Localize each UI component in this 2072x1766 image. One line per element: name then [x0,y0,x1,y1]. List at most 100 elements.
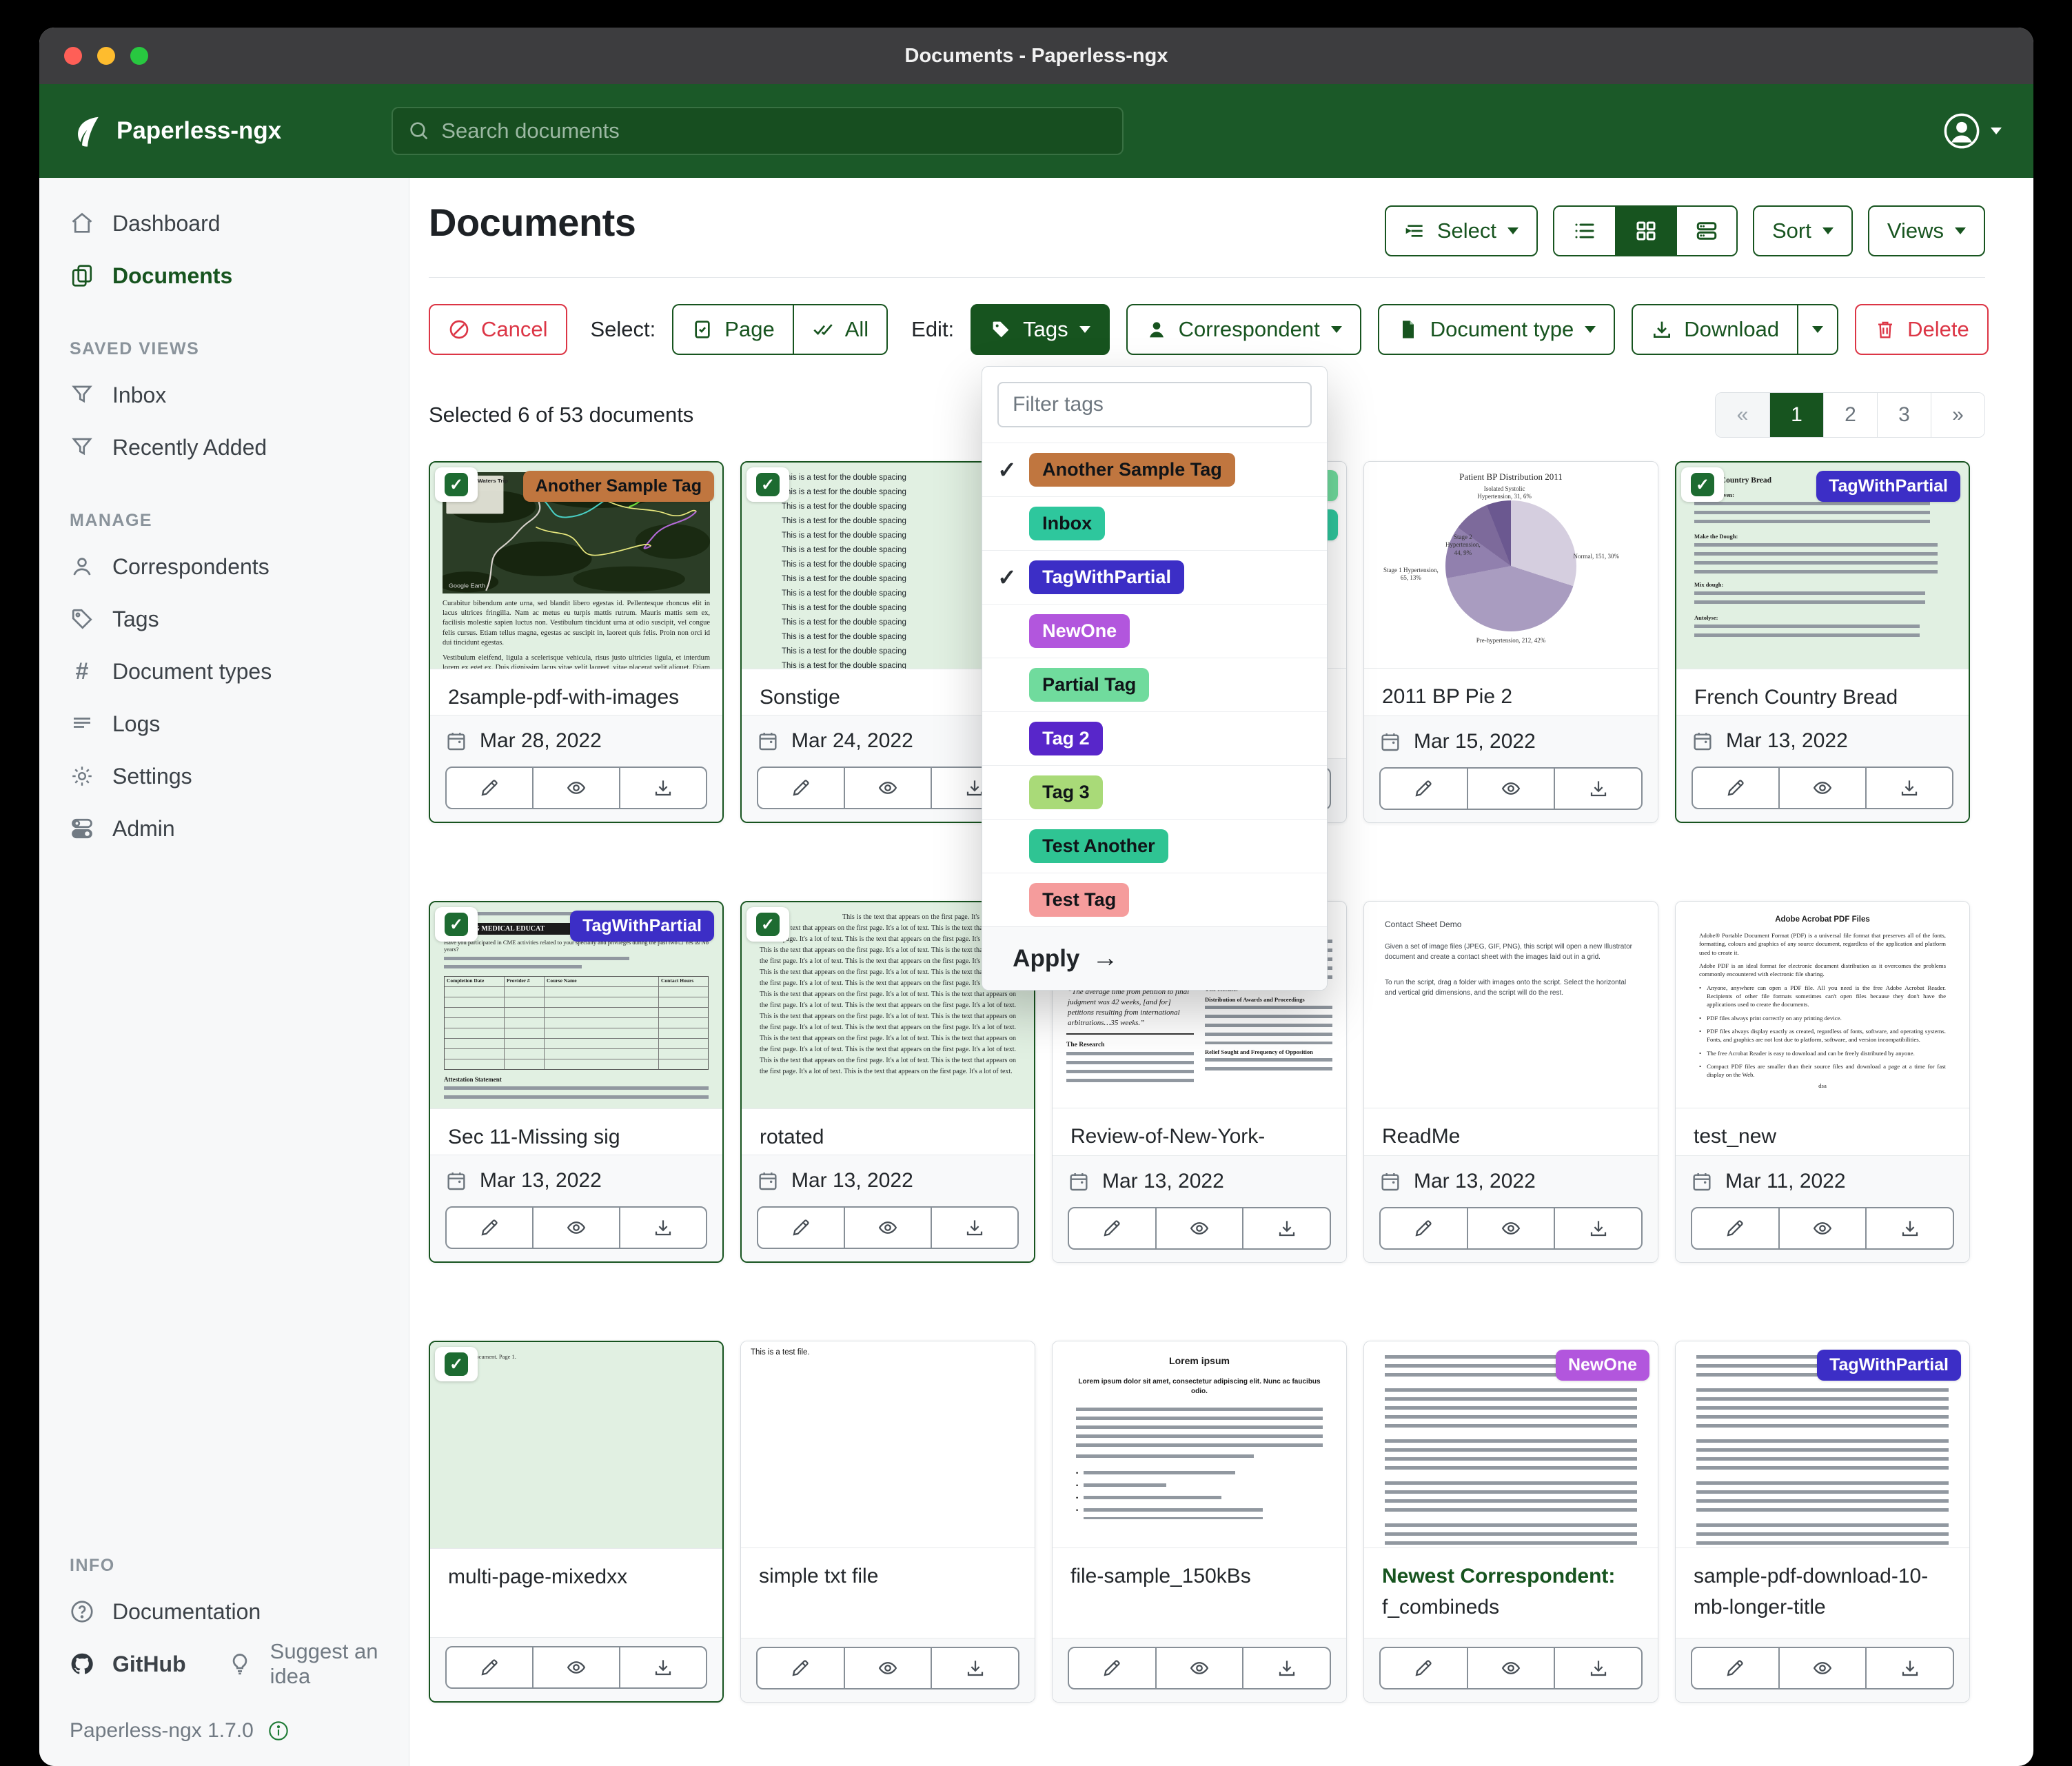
view-document-button[interactable] [1778,768,1865,808]
document-thumbnail[interactable]: This is a test file. [741,1341,1035,1548]
document-title[interactable]: multi-page-mixedxx [430,1549,722,1637]
edit-document-button[interactable] [1381,1208,1467,1248]
view-document-button[interactable] [532,768,619,808]
zoom-window-button[interactable] [130,47,148,65]
edit-document-button[interactable] [1693,768,1778,808]
tag-filter-input[interactable] [1013,393,1297,416]
sidebar-item-logs[interactable]: Logs [39,698,409,750]
sort-dropdown-button[interactable]: Sort [1753,205,1853,256]
pagination-page-2[interactable]: 2 [1823,393,1877,437]
edit-document-button[interactable] [447,1647,532,1687]
download-button[interactable]: Download [1632,304,1798,355]
edit-document-button[interactable] [758,768,844,808]
download-document-button[interactable] [619,1208,706,1248]
edit-document-button[interactable] [1381,769,1467,809]
pagination-page-1[interactable]: 1 [1769,393,1823,437]
download-document-button[interactable] [1865,1208,1953,1248]
document-title[interactable]: Review-of-New-York-Federal-Petitions-art… [1053,1108,1346,1155]
select-all-button[interactable]: All [793,304,888,355]
apply-tags-button[interactable]: Apply → [982,926,1328,990]
download-document-button[interactable] [1242,1648,1330,1688]
view-document-button[interactable] [1466,769,1554,809]
card-checkbox[interactable]: ✓ [435,1347,478,1381]
download-document-button[interactable] [619,768,706,808]
document-title[interactable]: ReadMe [1364,1108,1658,1155]
delete-button[interactable]: Delete [1855,304,1989,355]
tag-option-tag_2[interactable]: Tag 2 [982,711,1328,765]
document-title[interactable]: file-sample_150kBs [1053,1548,1346,1638]
document-title[interactable]: test_new [1676,1108,1969,1155]
sidebar-item-documentation[interactable]: Documentation [39,1585,409,1638]
tag-option-inbox[interactable]: Inbox [982,496,1328,550]
tag-option-test_tag[interactable]: Test Tag [982,873,1328,926]
sidebar-item-documents[interactable]: Documents [39,250,409,302]
document-thumbnail[interactable]: Patient BP Distribution 2011 Isolated Sys… [1364,462,1658,669]
edit-document-button[interactable] [1069,1648,1155,1688]
view-document-button[interactable] [1155,1648,1243,1688]
tag-option-another_sample[interactable]: ✓ Another Sample Tag [982,443,1328,496]
close-window-button[interactable] [64,47,82,65]
view-document-button[interactable] [843,1648,931,1688]
view-document-button[interactable] [532,1647,619,1687]
document-thumbnail[interactable]: TINUING MEDICAL EDUCAT Have you participa… [430,902,722,1109]
edit-correspondent-button[interactable]: Correspondent [1126,304,1361,355]
sidebar-item-inbox[interactable]: Inbox [39,369,409,421]
download-options-button[interactable] [1798,304,1839,355]
tag-option-tag_3[interactable]: Tag 3 [982,765,1328,819]
search-bar[interactable] [392,107,1124,155]
sidebar-item-tags[interactable]: Tags [39,593,409,645]
info-circle-icon[interactable] [267,1720,290,1742]
edit-document-type-button[interactable]: Document type [1377,304,1616,355]
edit-tags-button[interactable]: Tags [971,304,1110,355]
select-page-button[interactable]: Page [672,304,793,355]
view-detail-button[interactable] [1676,207,1736,255]
document-title[interactable]: sample-pdf-download-10-mb-longer-title [1676,1548,1969,1638]
document-title[interactable]: Sec 11-Missing sig [430,1109,722,1155]
tag-badge[interactable]: TagWithPartial [570,911,714,942]
document-title[interactable]: Sonstige ScanPC24_081058 [742,669,1034,715]
card-checkbox[interactable]: ✓ [435,907,478,942]
edit-document-button[interactable] [1692,1208,1778,1248]
document-thumbnail[interactable]: French Country BreadFor the Leaven:Make … [1676,463,1969,669]
sidebar-item-document-types[interactable]: # Document types [39,645,409,698]
view-document-button[interactable] [1778,1208,1866,1248]
sidebar-item-github[interactable]: GitHub [39,1638,200,1690]
tag-option-test_another[interactable]: Test Another [982,819,1328,873]
view-list-button[interactable] [1554,207,1615,255]
tag-option-new_one[interactable]: NewOne [982,604,1328,658]
document-thumbnail[interactable]: a multi page document. Page 1. ✓ [430,1342,722,1549]
document-title[interactable]: Newest Correspondent: f_combineds [1364,1548,1658,1638]
download-document-button[interactable] [931,768,1017,808]
pagination-next[interactable]: » [1931,393,1984,437]
download-document-button[interactable] [931,1208,1017,1248]
document-title[interactable]: rotated [742,1109,1034,1155]
search-input[interactable] [441,119,1108,143]
edit-document-button[interactable] [1692,1648,1778,1688]
minimize-window-button[interactable] [97,47,115,65]
edit-document-button[interactable] [1069,1208,1155,1248]
card-checkbox[interactable]: ✓ [1681,467,1724,502]
document-thumbnail[interactable]: TagWithPartial [1676,1341,1969,1548]
document-thumbnail[interactable]: Adobe Acrobat PDF Files Adobe® Portable D… [1676,902,1969,1108]
pagination-prev[interactable]: « [1716,393,1769,437]
tag-badge[interactable]: TagWithPartial [1817,1350,1961,1381]
sidebar-item-recently-added[interactable]: Recently Added [39,421,409,474]
download-document-button[interactable] [1554,1208,1641,1248]
sidebar-item-admin[interactable]: Admin [39,802,409,855]
sidebar-item-correspondents[interactable]: Correspondents [39,540,409,593]
download-document-button[interactable] [1554,769,1641,809]
view-document-button[interactable] [1155,1208,1243,1248]
edit-document-button[interactable] [1381,1648,1467,1688]
tag-option-tag_with_partial[interactable]: ✓ TagWithPartial [982,550,1328,604]
view-document-button[interactable] [844,1208,931,1248]
views-dropdown-button[interactable]: Views [1867,205,1985,256]
edit-document-button[interactable] [447,768,532,808]
card-checkbox[interactable]: ✓ [746,467,789,502]
select-dropdown-button[interactable]: Select [1384,205,1538,256]
document-title[interactable]: French Country Bread Revised.docx [1676,669,1969,715]
tag-filter-field[interactable] [997,382,1312,427]
download-document-button[interactable] [1865,768,1952,808]
sidebar-item-dashboard[interactable]: Dashboard [39,197,409,250]
download-document-button[interactable] [1865,1648,1953,1688]
view-document-button[interactable] [1778,1648,1866,1688]
